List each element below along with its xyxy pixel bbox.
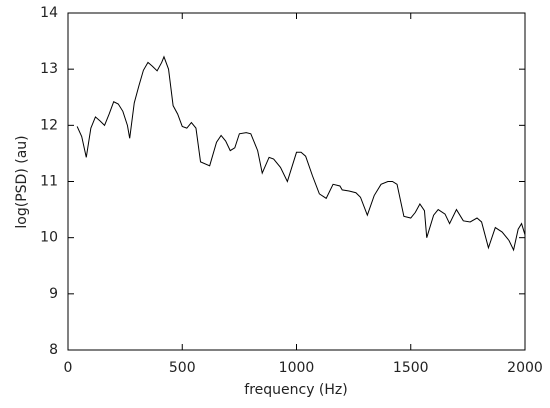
y-tick-label: 11 (40, 174, 58, 190)
y-tick-label: 13 (40, 61, 58, 77)
y-tick-label: 10 (40, 230, 58, 246)
y-tick-label: 8 (49, 342, 58, 358)
x-tick-label: 1500 (393, 360, 429, 376)
y-tick-label: 12 (40, 117, 58, 133)
x-tick-label: 1000 (279, 360, 315, 376)
y-tick-label: 9 (49, 286, 58, 302)
x-tick-label: 0 (64, 360, 73, 376)
x-axis-label: frequency (Hz) (244, 382, 347, 398)
y-tick-label: 14 (40, 5, 58, 21)
data-line (76, 55, 526, 252)
x-tick-label: 500 (169, 360, 196, 376)
plot-frame (67, 12, 526, 351)
y-axis-label: log(PSD) (au) (14, 135, 30, 228)
x-tick-label: 2000 (507, 360, 543, 376)
